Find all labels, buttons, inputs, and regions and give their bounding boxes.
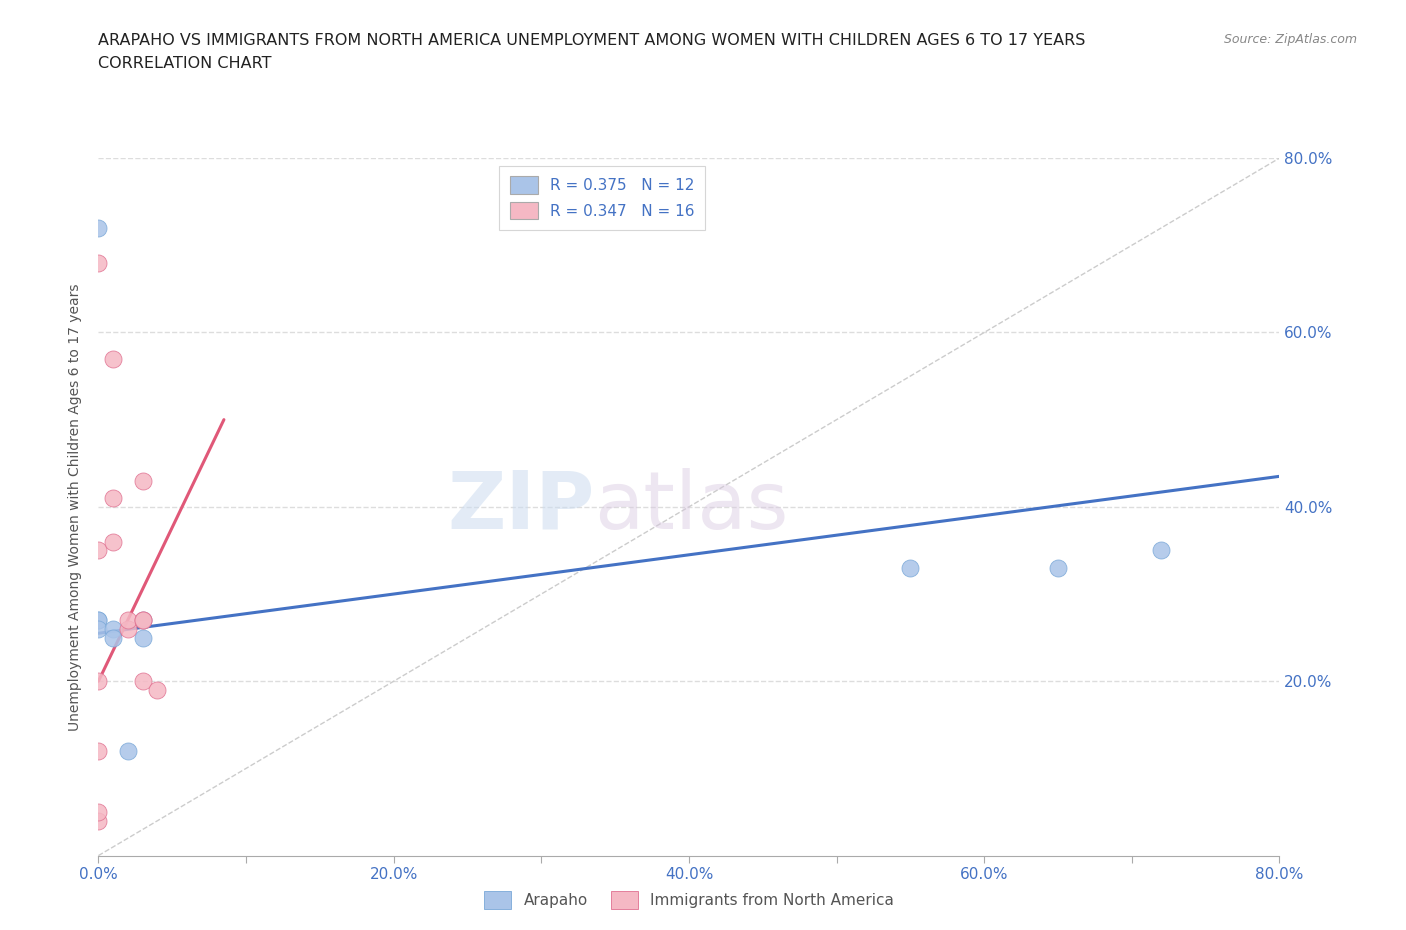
Text: ARAPAHO VS IMMIGRANTS FROM NORTH AMERICA UNEMPLOYMENT AMONG WOMEN WITH CHILDREN : ARAPAHO VS IMMIGRANTS FROM NORTH AMERICA…	[98, 33, 1085, 47]
Point	[87, 744, 110, 759]
Point	[132, 673, 155, 688]
Point	[103, 491, 125, 506]
Point	[132, 613, 155, 628]
Point	[117, 744, 139, 759]
Point	[87, 621, 110, 636]
Point	[146, 683, 169, 698]
Point	[117, 613, 139, 628]
Point	[1046, 561, 1069, 576]
Point	[87, 613, 110, 628]
Text: CORRELATION CHART: CORRELATION CHART	[98, 56, 271, 71]
Point	[87, 543, 110, 558]
Point	[132, 473, 155, 488]
Point	[87, 673, 110, 688]
Point	[103, 631, 125, 645]
Point	[103, 352, 125, 366]
Point	[103, 534, 125, 549]
Point	[132, 613, 155, 628]
Point	[132, 631, 155, 645]
Point	[900, 561, 922, 576]
Point	[132, 613, 155, 628]
Point	[87, 804, 110, 819]
Point	[117, 621, 139, 636]
Point	[87, 220, 110, 235]
Point	[103, 621, 125, 636]
Legend: Arapaho, Immigrants from North America: Arapaho, Immigrants from North America	[475, 882, 903, 918]
Point	[87, 813, 110, 829]
Text: ZIP: ZIP	[447, 468, 595, 546]
Text: atlas: atlas	[595, 468, 789, 546]
Y-axis label: Unemployment Among Women with Children Ages 6 to 17 years: Unemployment Among Women with Children A…	[69, 283, 83, 731]
Point	[87, 256, 110, 271]
Text: Source: ZipAtlas.com: Source: ZipAtlas.com	[1223, 33, 1357, 46]
Point	[1150, 543, 1173, 558]
Point	[87, 613, 110, 628]
